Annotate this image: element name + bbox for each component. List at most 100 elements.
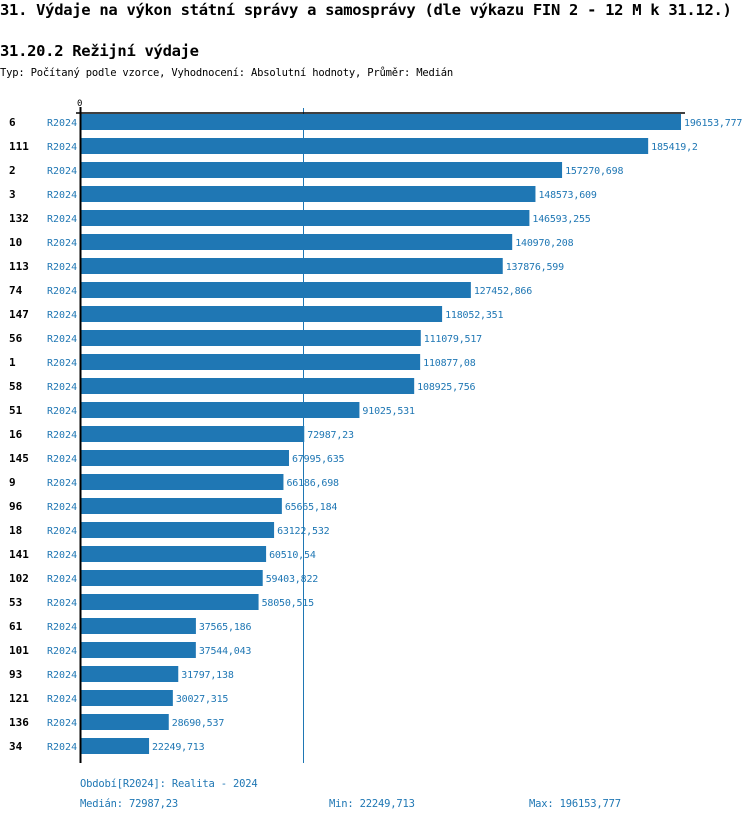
series-label: R2024	[47, 166, 77, 177]
category-label: 53	[9, 596, 22, 609]
category-label: 56	[9, 332, 23, 345]
page-title: 31. Výdaje na výkon státní správy a samo…	[0, 1, 732, 19]
value-label: 66186,698	[286, 478, 339, 489]
value-label: 91025,531	[362, 406, 415, 417]
value-label: 148573,609	[538, 190, 596, 201]
bar	[81, 690, 173, 706]
category-label: 113	[9, 260, 29, 273]
category-label: 61	[9, 620, 23, 633]
category-label: 147	[9, 308, 29, 321]
bar	[81, 522, 275, 538]
value-label: 185419,2	[651, 142, 698, 153]
series-label: R2024	[47, 646, 77, 657]
value-label: 72987,23	[307, 430, 354, 441]
category-label: 93	[9, 668, 22, 681]
category-label: 145	[9, 452, 29, 465]
value-label: 37565,186	[199, 622, 252, 633]
bar	[81, 138, 649, 154]
value-label: 60510,54	[269, 550, 316, 561]
value-label: 157270,698	[565, 166, 623, 177]
category-label: 2	[9, 164, 16, 177]
footer-min: Min: 22249,713	[329, 798, 415, 810]
category-label: 96	[9, 500, 23, 513]
series-label: R2024	[47, 334, 77, 345]
category-label: 111	[9, 140, 29, 153]
value-label: 108925,756	[417, 382, 475, 393]
bar	[81, 642, 196, 658]
category-label: 3	[9, 188, 16, 201]
bar	[81, 354, 421, 370]
value-label: 127452,866	[474, 286, 532, 297]
category-label: 132	[9, 212, 29, 225]
value-label: 146593,255	[532, 214, 590, 225]
bar	[81, 186, 536, 202]
value-label: 67995,635	[292, 454, 345, 465]
chart-title: 31.20.2 Režijní výdaje	[0, 42, 199, 60]
bar	[81, 618, 196, 634]
bar	[81, 402, 360, 418]
category-label: 141	[9, 548, 29, 561]
series-label: R2024	[47, 550, 77, 561]
category-label: 1	[9, 356, 16, 369]
category-label: 121	[9, 692, 29, 705]
category-label: 10	[9, 236, 22, 249]
value-label: 196153,777	[684, 118, 742, 129]
bar	[81, 738, 150, 754]
x-tick-label: 0	[77, 99, 82, 109]
category-label: 34	[9, 740, 23, 753]
bar	[81, 570, 263, 586]
category-label: 18	[9, 524, 22, 537]
series-label: R2024	[47, 502, 77, 513]
series-label: R2024	[47, 214, 77, 225]
value-label: 111079,517	[424, 334, 482, 345]
series-label: R2024	[47, 406, 77, 417]
bar	[81, 546, 267, 562]
series-label: R2024	[47, 286, 77, 297]
series-label: R2024	[47, 574, 77, 585]
footer-max: Max: 196153,777	[529, 798, 621, 810]
bar	[81, 498, 282, 514]
footer-period: Období[R2024]: Realita - 2024	[80, 778, 258, 790]
bar	[81, 594, 259, 610]
series-label: R2024	[47, 382, 77, 393]
series-label: R2024	[47, 310, 77, 321]
series-label: R2024	[47, 526, 77, 537]
series-label: R2024	[47, 622, 77, 633]
chart-meta: Typ: Počítaný podle vzorce, Vyhodnocení:…	[0, 67, 453, 79]
bar	[81, 714, 169, 730]
series-label: R2024	[47, 430, 77, 441]
value-label: 37544,043	[199, 646, 252, 657]
bar	[81, 378, 415, 394]
footer-median: Medián: 72987,23	[80, 798, 178, 810]
axis-layer: 0	[76, 99, 685, 763]
bar	[81, 306, 443, 322]
series-label: R2024	[47, 478, 77, 489]
series-label: R2024	[47, 694, 77, 705]
category-label: 16	[9, 428, 23, 441]
series-label: R2024	[47, 718, 77, 729]
series-label: R2024	[47, 670, 77, 681]
bar	[81, 258, 503, 274]
bars-layer	[81, 114, 681, 754]
value-label: 137876,599	[506, 262, 564, 273]
series-label: R2024	[47, 118, 77, 129]
category-label: 9	[9, 476, 16, 489]
bar	[81, 666, 179, 682]
series-label: R2024	[47, 262, 77, 273]
category-label: 51	[9, 404, 23, 417]
series-label: R2024	[47, 142, 77, 153]
bar	[81, 114, 681, 130]
category-label: 102	[9, 572, 29, 585]
value-label: 22249,713	[152, 742, 205, 753]
series-label: R2024	[47, 598, 77, 609]
bar	[81, 474, 284, 490]
category-label: 101	[9, 644, 29, 657]
value-label: 30027,315	[176, 694, 229, 705]
value-label: 65665,184	[285, 502, 338, 513]
bar	[81, 450, 289, 466]
series-label: R2024	[47, 238, 77, 249]
bar	[81, 210, 530, 226]
series-label: R2024	[47, 190, 77, 201]
